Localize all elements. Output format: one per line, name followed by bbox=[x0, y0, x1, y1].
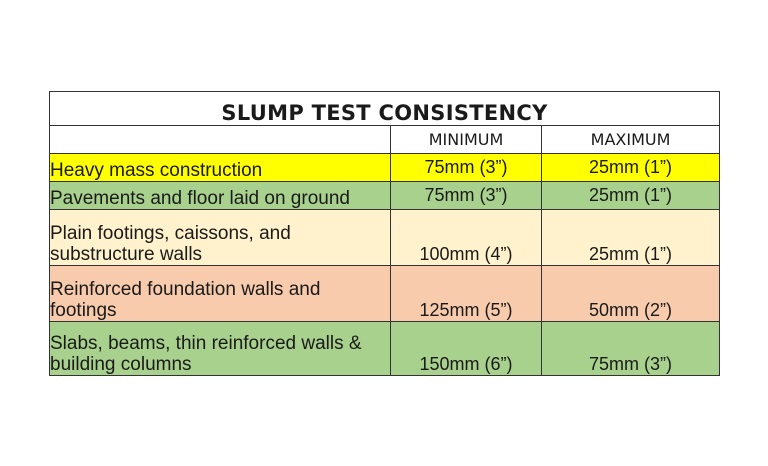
row-minimum: 100mm (4”) bbox=[390, 209, 542, 266]
table-row: Plain footings, caissons, and substructu… bbox=[49, 209, 721, 266]
row-maximum: 25mm (1”) bbox=[540, 181, 721, 210]
table-row: Slabs, beams, thin reinforced walls & bu… bbox=[49, 321, 721, 376]
header-empty-cell bbox=[49, 125, 391, 154]
row-maximum: 25mm (1”) bbox=[540, 153, 721, 182]
row-label: Pavements and floor laid on ground bbox=[49, 181, 391, 210]
row-label: Heavy mass construction bbox=[49, 153, 391, 182]
row-label: Reinforced foundation walls and footings bbox=[49, 265, 391, 322]
row-maximum: 50mm (2”) bbox=[540, 265, 721, 322]
row-maximum: 75mm (3”) bbox=[540, 321, 721, 376]
slump-test-table: SLUMP TEST CONSISTENCY MINIMUM MAXIMUM H… bbox=[48, 91, 721, 376]
table-title: SLUMP TEST CONSISTENCY bbox=[48, 91, 721, 126]
header-minimum: MINIMUM bbox=[390, 125, 542, 154]
row-minimum: 150mm (6”) bbox=[390, 321, 542, 376]
row-label: Slabs, beams, thin reinforced walls & bu… bbox=[49, 321, 391, 376]
row-minimum: 75mm (3”) bbox=[390, 181, 542, 210]
table-row: Pavements and floor laid on ground 75mm … bbox=[49, 181, 721, 210]
row-maximum: 25mm (1”) bbox=[540, 209, 721, 266]
table-row: Heavy mass construction 75mm (3”) 25mm (… bbox=[49, 153, 721, 182]
header-maximum: MAXIMUM bbox=[540, 125, 721, 154]
slump-table-container: SLUMP TEST CONSISTENCY MINIMUM MAXIMUM H… bbox=[48, 91, 721, 376]
table-row: Reinforced foundation walls and footings… bbox=[49, 265, 721, 322]
row-minimum: 75mm (3”) bbox=[390, 153, 542, 182]
row-minimum: 125mm (5”) bbox=[390, 265, 542, 322]
header-row: MINIMUM MAXIMUM bbox=[49, 125, 721, 154]
row-label: Plain footings, caissons, and substructu… bbox=[49, 209, 391, 266]
